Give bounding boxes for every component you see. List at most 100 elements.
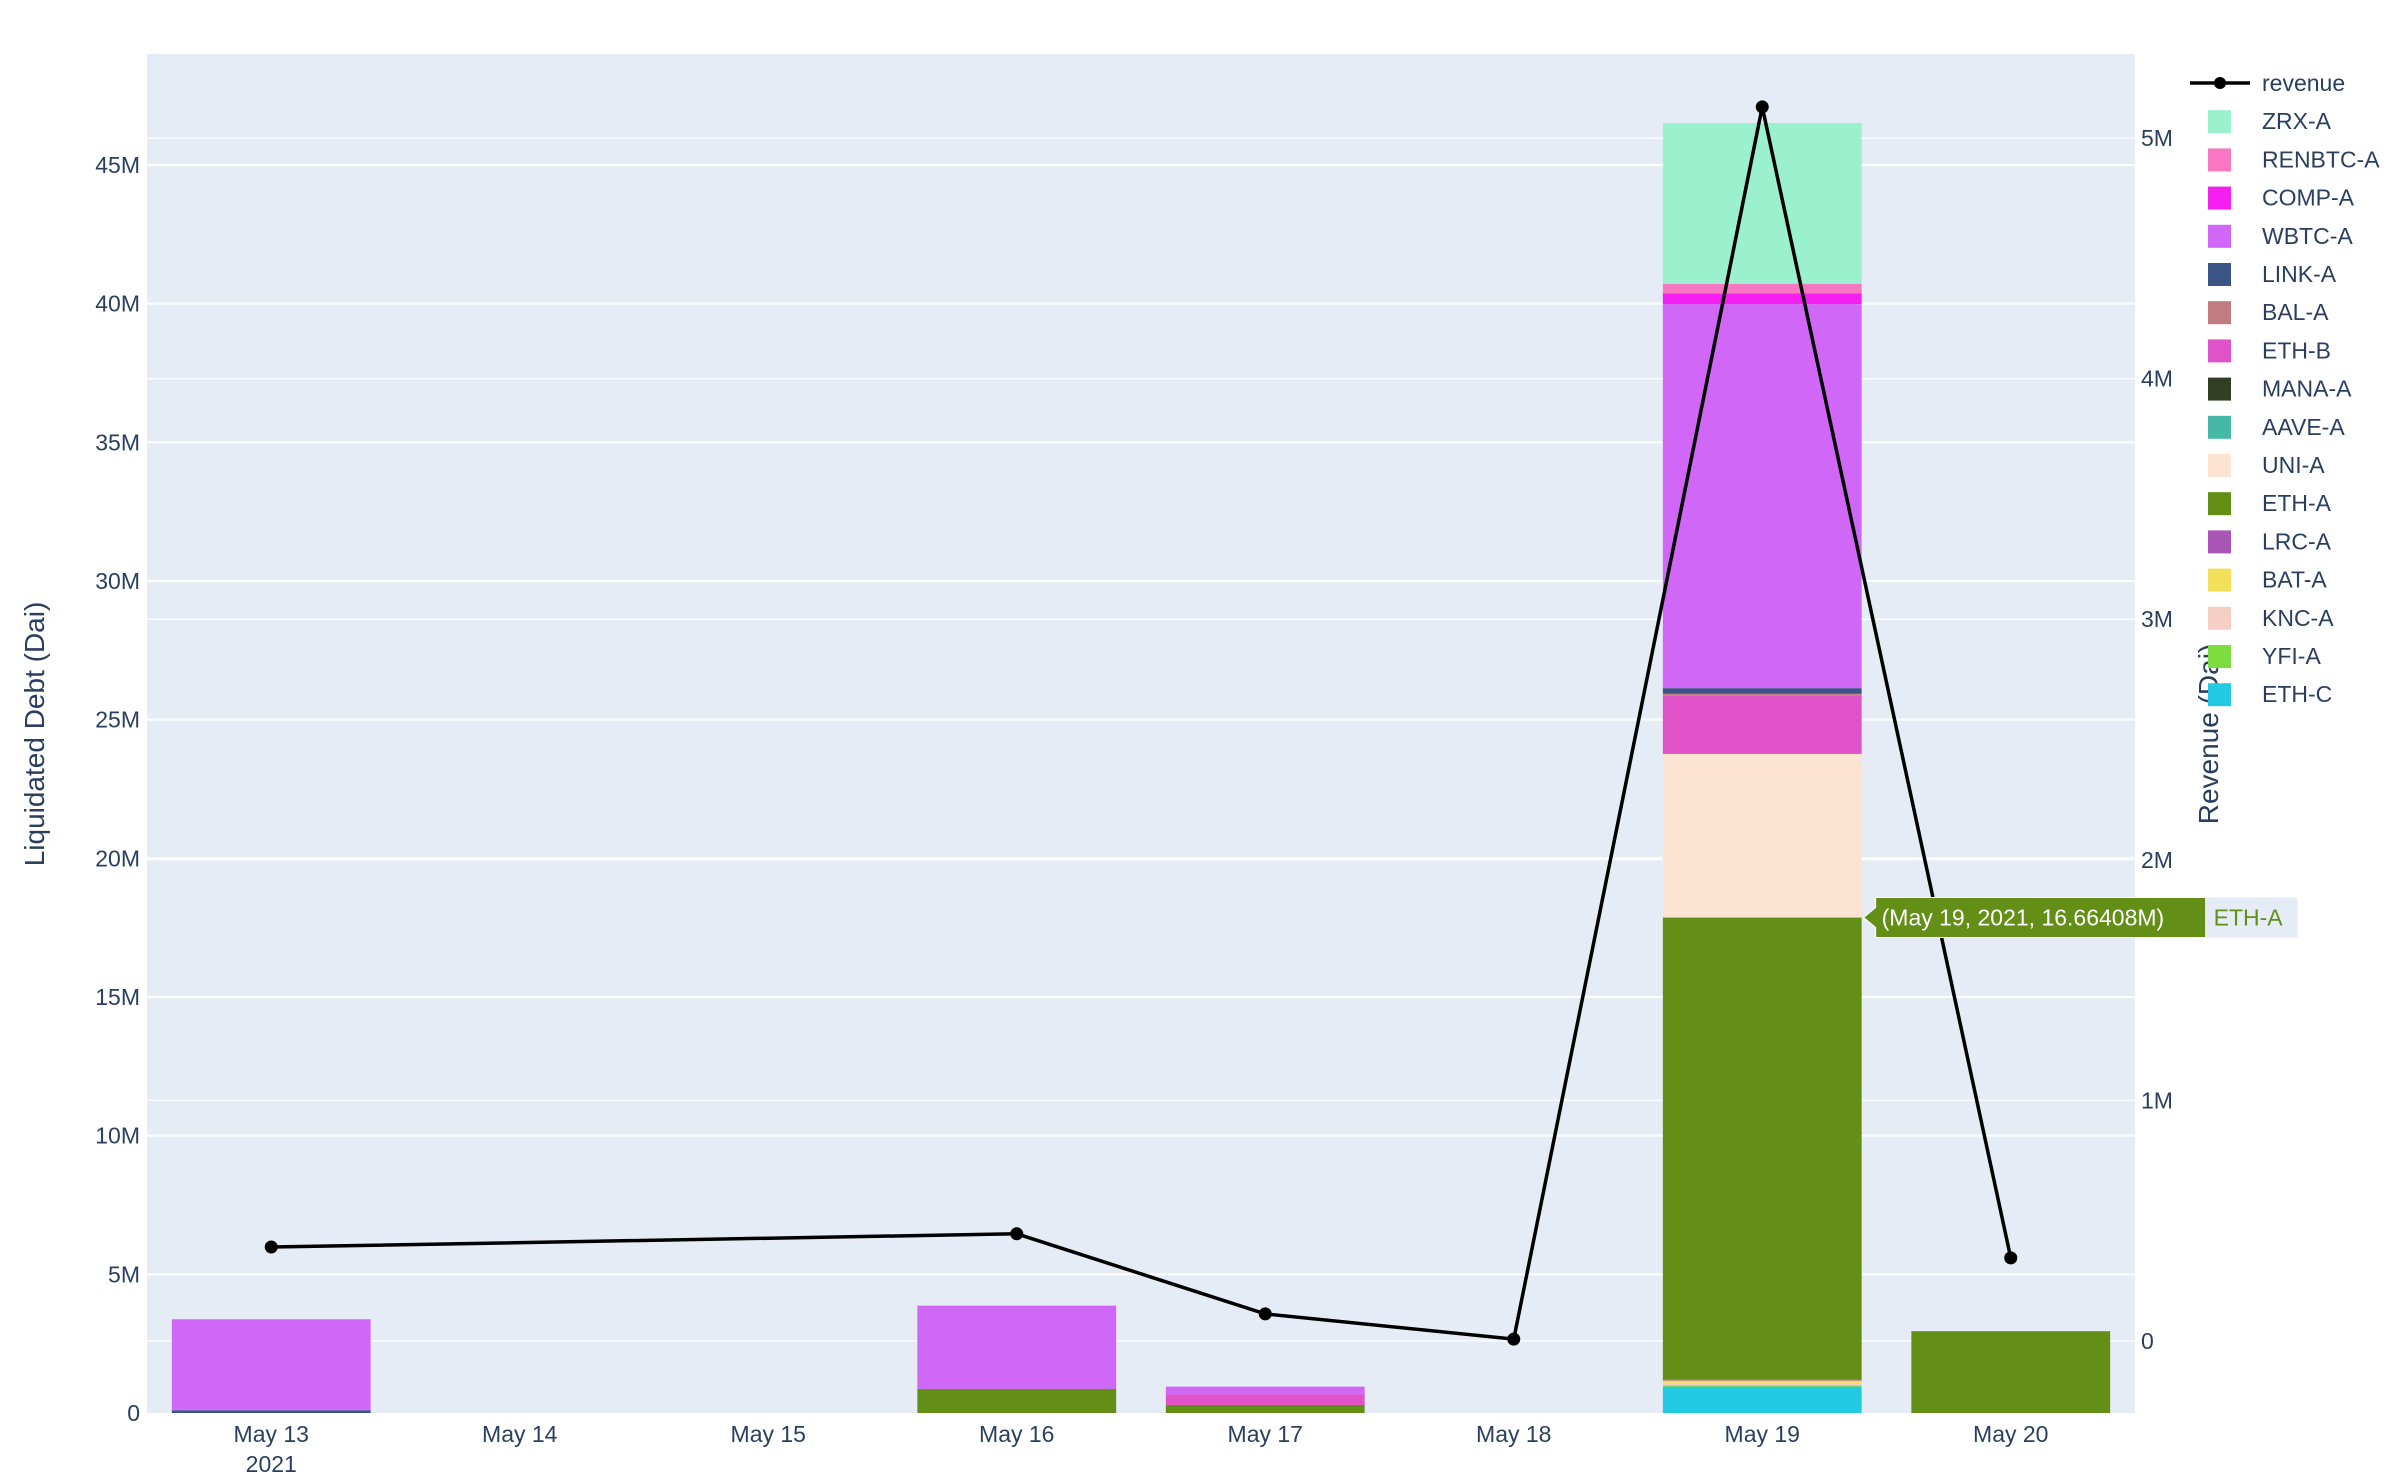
bar-yfi-a-6 bbox=[1662, 1385, 1862, 1387]
legend-swatch bbox=[2208, 377, 2231, 401]
bar-wbtc-a-4 bbox=[1165, 1386, 1365, 1395]
y-tick-label: 15M bbox=[95, 984, 140, 1010]
legend-item-eth-c: ETH-C bbox=[2208, 681, 2332, 707]
bar-eth-a-7 bbox=[1911, 1331, 2111, 1413]
legend-swatch bbox=[2208, 301, 2231, 325]
x-tick-label: May 18 bbox=[1476, 1421, 1551, 1447]
revenue-point bbox=[1010, 1227, 1024, 1241]
legend-swatch bbox=[2208, 148, 2231, 172]
legend-item-link-a: LINK-A bbox=[2208, 261, 2337, 287]
bar-eth-b-4 bbox=[1165, 1394, 1365, 1405]
bar-eth-c-6 bbox=[1662, 1386, 1862, 1413]
legend-label: KNC-A bbox=[2262, 605, 2334, 631]
legend-item-wbtc-a: WBTC-A bbox=[2208, 223, 2353, 249]
legend-item-knc-a: KNC-A bbox=[2208, 605, 2334, 631]
y2-tick-label: 4M bbox=[2141, 366, 2173, 392]
legend-swatch bbox=[2208, 186, 2231, 210]
bar-link-a-6 bbox=[1662, 688, 1862, 694]
bar-lrc-a-6 bbox=[1662, 1379, 1862, 1381]
bar-bat-a-6 bbox=[1662, 1380, 1862, 1384]
y-tick-label: 10M bbox=[95, 1123, 140, 1149]
bar-link-a-0 bbox=[171, 1410, 371, 1413]
y-axis-left: 0 5M 10M 15M 20M 25M 30M 35M 40M 45M bbox=[95, 152, 140, 1426]
y-tick-label: 35M bbox=[95, 429, 140, 455]
revenue-point bbox=[1755, 100, 1769, 114]
legend-label: COMP-A bbox=[2262, 185, 2355, 211]
legend-item-bal-a: BAL-A bbox=[2208, 299, 2329, 325]
legend-item-bat-a: BAT-A bbox=[2208, 567, 2327, 593]
y-tick-label: 5M bbox=[108, 1261, 140, 1287]
legend-swatch bbox=[2208, 224, 2231, 248]
hover-tooltip: (May 19, 2021, 16.66408M) ETH-A bbox=[1862, 897, 2298, 939]
legend-swatch bbox=[2208, 530, 2231, 554]
legend-swatch bbox=[2208, 454, 2231, 477]
bar-wbtc-a-6 bbox=[1662, 304, 1862, 689]
legend-label: ETH-B bbox=[2262, 337, 2331, 363]
legend-item-zrx-a: ZRX-A bbox=[2208, 108, 2332, 134]
legend-label: WBTC-A bbox=[2262, 223, 2353, 249]
legend-swatch bbox=[2208, 415, 2231, 439]
x-tick-label: May 19 bbox=[1725, 1421, 1800, 1447]
bar-bal-a-6 bbox=[1662, 693, 1862, 696]
legend-item-aave-a: AAVE-A bbox=[2208, 414, 2345, 440]
legend-point-swatch bbox=[2214, 77, 2226, 89]
hover-series-label: ETH-A bbox=[2214, 905, 2284, 931]
legend: revenue ZRX-A RENBTC-A COMP-A WBTC-A LINK-A BA… bbox=[2190, 70, 2380, 707]
legend-swatch bbox=[2208, 568, 2231, 592]
x-axis: May 13 May 14 May 15 May 16 May 17 May 18 May … bbox=[234, 1421, 2049, 1477]
bar-renbtc-a-6 bbox=[1662, 283, 1862, 294]
legend-item-mana-a: MANA-A bbox=[2208, 376, 2352, 402]
legend-item-comp-a: COMP-A bbox=[2208, 185, 2355, 211]
hover-tooltip-text: (May 19, 2021, 16.66408M) bbox=[1882, 905, 2165, 931]
y-axis-right: 0 1M 2M 3M 4M 5M bbox=[2141, 125, 2173, 1354]
revenue-point bbox=[1507, 1332, 1521, 1346]
bar-knc-a-6 bbox=[1662, 1383, 1862, 1386]
legend-label: YFI-A bbox=[2262, 643, 2321, 669]
y-axis-title: Liquidated Debt (Dai) bbox=[19, 602, 50, 867]
y2-tick-label: 0 bbox=[2141, 1328, 2154, 1354]
legend-label: RENBTC-A bbox=[2262, 146, 2380, 172]
bar-comp-a-6 bbox=[1662, 293, 1862, 305]
y-tick-label: 30M bbox=[95, 568, 140, 594]
y2-tick-label: 5M bbox=[2141, 125, 2173, 151]
bar-wbtc-a-0 bbox=[171, 1319, 371, 1411]
legend-swatch bbox=[2208, 606, 2231, 630]
legend-swatch bbox=[2208, 339, 2231, 363]
legend-swatch bbox=[2208, 645, 2231, 668]
x-tick-label: May 15 bbox=[731, 1421, 806, 1447]
x-tick-label: May 16 bbox=[979, 1421, 1054, 1447]
legend-label: ZRX-A bbox=[2262, 108, 2332, 134]
y2-tick-label: 3M bbox=[2141, 606, 2173, 632]
y2-tick-label: 1M bbox=[2141, 1087, 2173, 1113]
legend-label: ETH-A bbox=[2262, 490, 2332, 516]
bar-zrx-a-6 bbox=[1662, 122, 1862, 284]
hover-series-label-bg bbox=[2205, 897, 2298, 938]
revenue-line bbox=[271, 106, 2013, 1342]
bar-eth-b-6 bbox=[1662, 695, 1862, 754]
legend-item-revenue: revenue bbox=[2190, 70, 2345, 96]
x-tick-label: May 20 bbox=[1973, 1421, 2048, 1447]
bar-eth-a-4 bbox=[1165, 1404, 1365, 1413]
legend-label: BAL-A bbox=[2262, 299, 2329, 325]
legend-label: revenue bbox=[2262, 70, 2345, 96]
legend-swatch bbox=[2208, 263, 2231, 286]
legend-label: LINK-A bbox=[2262, 261, 2337, 287]
y-tick-label: 40M bbox=[95, 291, 140, 317]
y-tick-label: 45M bbox=[95, 152, 140, 178]
legend-label: BAT-A bbox=[2262, 567, 2327, 593]
legend-swatch bbox=[2208, 683, 2231, 707]
bars bbox=[171, 122, 2111, 1413]
x-tick-label: May 17 bbox=[1228, 1421, 1303, 1447]
y-tick-label: 0 bbox=[127, 1400, 140, 1426]
bar-eth-a-6 bbox=[1662, 917, 1862, 1380]
legend-item-eth-a: ETH-A bbox=[2208, 490, 2332, 516]
bar-wbtc-a-3 bbox=[917, 1305, 1117, 1389]
y-tick-label: 20M bbox=[95, 845, 140, 871]
y2-tick-label: 2M bbox=[2141, 847, 2173, 873]
revenue-point bbox=[2004, 1251, 2018, 1265]
legend-label: MANA-A bbox=[2262, 376, 2352, 402]
legend-label: LRC-A bbox=[2262, 528, 2332, 554]
legend-label: UNI-A bbox=[2262, 452, 2325, 478]
